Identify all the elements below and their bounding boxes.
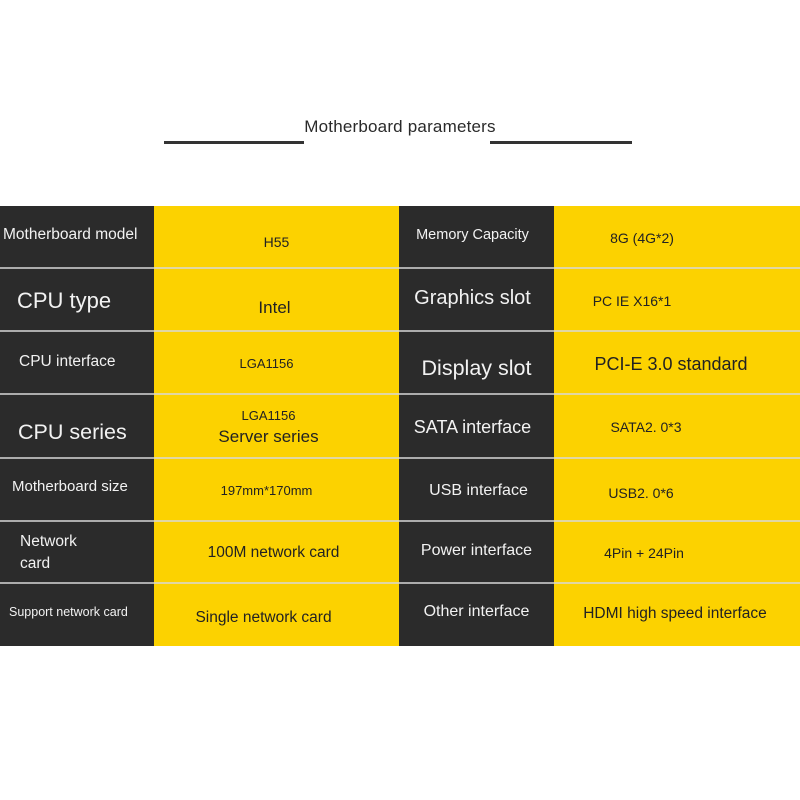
value: 8G (4G*2) bbox=[610, 229, 674, 246]
label-cell: CPU type bbox=[0, 269, 154, 332]
label-cell: Memory Capacity bbox=[399, 206, 554, 269]
value-cell: H55 bbox=[154, 206, 399, 269]
label-cell: Motherboard model bbox=[0, 206, 154, 269]
value: USB2. 0*6 bbox=[608, 484, 674, 501]
value: HDMI high speed interface bbox=[583, 605, 767, 622]
value: 4Pin + 24Pin bbox=[604, 545, 684, 561]
label-cell: Power interface bbox=[399, 522, 554, 584]
value: 197mm*170mm bbox=[220, 483, 313, 498]
title-divider-right bbox=[490, 141, 632, 144]
label: Support network card bbox=[9, 605, 128, 619]
label-cell: SATA interface bbox=[399, 395, 554, 459]
value: LGA1156 bbox=[241, 407, 296, 423]
table-row: Network card 100M network card Power int… bbox=[0, 522, 800, 584]
page-title: Motherboard parameters bbox=[304, 117, 496, 136]
table-row: Support network card Single network card… bbox=[0, 584, 800, 646]
label: Power interface bbox=[420, 542, 533, 559]
value: PC IE X16*1 bbox=[592, 292, 672, 309]
label: CPU type bbox=[17, 287, 112, 313]
label-cell: Graphics slot bbox=[399, 269, 554, 332]
value-cell: USB2. 0*6 bbox=[554, 459, 800, 522]
value: SATA2. 0*3 bbox=[610, 419, 682, 435]
value: PCI-E 3.0 standard bbox=[594, 354, 748, 374]
label-cell: USB interface bbox=[399, 459, 554, 522]
value-cell: LGA1156 Server series bbox=[154, 395, 399, 459]
table-row: CPU interface LGA1156 Display slot PCI-E… bbox=[0, 332, 800, 395]
value-cell: 8G (4G*2) bbox=[554, 206, 800, 269]
label-cell: Support network card bbox=[0, 584, 154, 646]
label: Network card bbox=[20, 533, 77, 572]
label-cell: CPU series bbox=[0, 395, 154, 459]
value-cell: Intel bbox=[154, 269, 399, 332]
value-cell: LGA1156 bbox=[154, 332, 399, 395]
value-cell: 197mm*170mm bbox=[154, 459, 399, 522]
label: CPU interface bbox=[19, 352, 116, 370]
label-cell: Motherboard size bbox=[0, 459, 154, 522]
label-cell: Display slot bbox=[399, 332, 554, 395]
value-cell: PC IE X16*1 bbox=[554, 269, 800, 332]
value: H55 bbox=[263, 233, 290, 250]
label: Other interface bbox=[423, 603, 530, 620]
value-cell: 4Pin + 24Pin bbox=[554, 522, 800, 584]
value: LGA1156 bbox=[239, 356, 294, 371]
value-cell: Single network card bbox=[154, 584, 399, 646]
value-cell: HDMI high speed interface bbox=[554, 584, 800, 646]
value: 100M network card bbox=[207, 544, 340, 561]
label: SATA interface bbox=[413, 416, 532, 437]
label: Motherboard model bbox=[3, 225, 138, 243]
title-divider-left bbox=[164, 141, 304, 144]
value-line2: Server series bbox=[218, 426, 319, 446]
table-row: Motherboard model H55 Memory Capacity 8G… bbox=[0, 206, 800, 269]
value-cell: SATA2. 0*3 bbox=[554, 395, 800, 459]
table-row: CPU series LGA1156 Server series SATA in… bbox=[0, 395, 800, 459]
label: Graphics slot bbox=[414, 287, 531, 309]
label-cell: Network card bbox=[0, 522, 154, 584]
label: USB interface bbox=[429, 481, 528, 499]
value-cell: PCI-E 3.0 standard bbox=[554, 332, 800, 395]
value: Intel bbox=[258, 297, 291, 317]
label: Motherboard size bbox=[12, 478, 128, 495]
value: Single network card bbox=[195, 609, 332, 626]
label: CPU series bbox=[18, 419, 127, 444]
label-cell: Other interface bbox=[399, 584, 554, 646]
label-cell: CPU interface bbox=[0, 332, 154, 395]
table-row: CPU type Intel Graphics slot PC IE X16*1 bbox=[0, 269, 800, 332]
parameters-table: Motherboard model H55 Memory Capacity 8G… bbox=[0, 206, 800, 646]
label: Display slot bbox=[421, 356, 532, 380]
value-cell: 100M network card bbox=[154, 522, 399, 584]
table-row: Motherboard size 197mm*170mm USB interfa… bbox=[0, 459, 800, 522]
label: Memory Capacity bbox=[416, 226, 529, 243]
